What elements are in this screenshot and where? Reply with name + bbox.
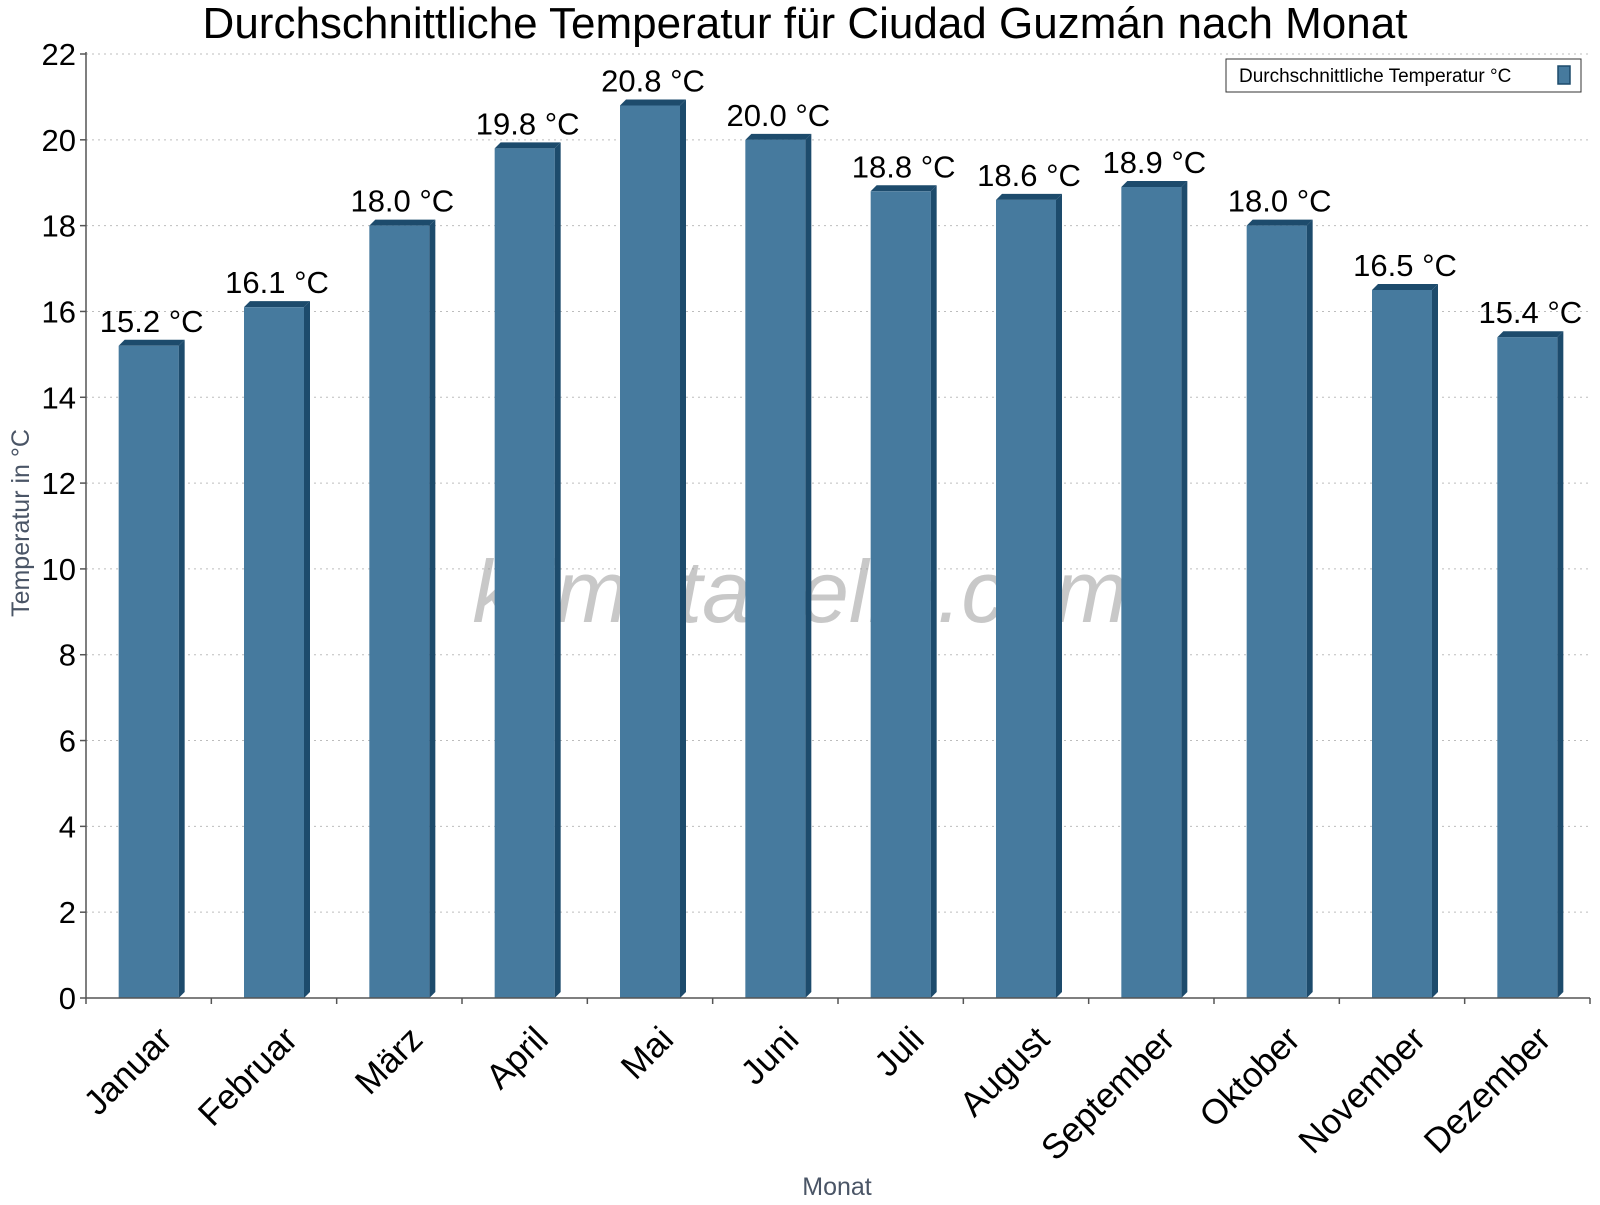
bar-top: [745, 133, 812, 140]
x-axis-title: Monat: [802, 1173, 872, 1200]
x-category-label: November: [1291, 1019, 1433, 1161]
y-tick-label: 8: [59, 638, 76, 673]
bar-april: [494, 148, 555, 998]
bar-side: [1306, 219, 1313, 999]
x-category-label: August: [952, 1019, 1057, 1124]
data-label: 18.6 °C: [977, 158, 1081, 193]
data-label: 18.0 °C: [1228, 184, 1332, 219]
bar-side: [178, 339, 185, 998]
y-tick-label: 4: [59, 809, 76, 844]
legend-box: [1225, 58, 1582, 93]
y-tick-label: 16: [42, 294, 76, 329]
x-category-label: Januar: [76, 1019, 179, 1122]
bar-side: [304, 301, 310, 998]
data-label: 18.8 °C: [852, 149, 956, 184]
x-category-label: Juni: [733, 1019, 806, 1092]
y-tick-label: 6: [59, 724, 76, 759]
bar-august: [996, 199, 1056, 998]
bar-top: [1372, 284, 1438, 290]
bar-side: [1557, 331, 1564, 998]
x-category-labels: Januar Februar März April Mai Juni Juli AugustS…: [76, 1019, 1558, 1168]
data-label: 16.5 °C: [1353, 248, 1457, 283]
bar-top: [1246, 219, 1313, 226]
bar-juni: [745, 139, 806, 998]
data-labels: 15.2 °C 16.1 °C 18.0 °C 19.8 °C 20.8 °C 20.0 …: [100, 63, 1582, 338]
bar-november: [1372, 290, 1432, 998]
x-category-label: Dezember: [1417, 1019, 1559, 1161]
bar-side: [680, 99, 686, 998]
bar-side: [554, 142, 561, 998]
bar-märz: [369, 225, 430, 999]
legend-swatch: [1557, 65, 1571, 85]
bar-september: [1121, 187, 1182, 998]
x-category-label: Oktober: [1192, 1019, 1308, 1135]
y-tick-label: 12: [42, 466, 76, 501]
bar-dezember: [1497, 337, 1558, 998]
bar-top: [870, 185, 937, 192]
x-category-label: Februar: [191, 1019, 305, 1133]
bar-top: [494, 142, 561, 149]
bar-februar: [244, 307, 304, 998]
x-category-label: März: [348, 1019, 431, 1102]
bar-top: [244, 301, 310, 308]
y-tick-labels: 0 2 4 6 8 10 12 14 16 18 20 22: [42, 37, 76, 1016]
bar-side: [805, 133, 812, 998]
data-label: 20.8 °C: [601, 63, 705, 98]
bar-top: [1121, 181, 1188, 188]
y-tick-label: 20: [42, 123, 76, 158]
bar-top: [118, 339, 185, 346]
data-label: 18.9 °C: [1102, 145, 1206, 180]
y-tick-label: 10: [42, 552, 76, 587]
y-tick-label: 22: [42, 37, 76, 72]
axes: [80, 52, 1591, 1004]
x-category-label: September: [1034, 1019, 1183, 1168]
data-label: 19.8 °C: [476, 106, 580, 141]
bar-side: [930, 185, 937, 999]
legend: Durchschnittliche Temperatur °C: [1225, 58, 1582, 93]
x-category-label: Mai: [614, 1019, 681, 1086]
data-label: 15.2 °C: [100, 304, 204, 339]
bar-side: [429, 219, 436, 999]
bar-oktober: [1246, 225, 1307, 999]
gridlines: [86, 53, 1590, 913]
y-tick-label: 14: [42, 380, 76, 415]
chart-title: Durchschnittliche Temperatur für Ciudad …: [203, 0, 1408, 48]
bar-mai: [620, 105, 680, 998]
y-tick-label: 0: [59, 981, 76, 1016]
bar-side: [1432, 284, 1438, 998]
data-label: 15.4 °C: [1478, 295, 1582, 330]
bar-juli: [870, 191, 931, 999]
bar-top: [1497, 331, 1564, 338]
bar-top: [620, 99, 686, 106]
y-axis-title: Temperatur in °C: [7, 429, 35, 617]
x-category-label: Juli: [867, 1019, 932, 1084]
y-tick-label: 18: [42, 209, 76, 244]
bars: [118, 99, 1564, 999]
bar-side: [1181, 181, 1188, 998]
bar-top: [369, 219, 436, 226]
y-tick-label: 2: [59, 895, 76, 930]
bar-januar: [118, 345, 179, 998]
bar-side: [1056, 193, 1062, 998]
legend-label: Durchschnittliche Temperatur °C: [1239, 66, 1511, 87]
data-label: 20.0 °C: [726, 98, 830, 133]
data-label: 16.1 °C: [225, 265, 329, 300]
bar-top: [996, 193, 1062, 200]
data-label: 18.0 °C: [350, 184, 454, 219]
x-category-label: April: [479, 1019, 556, 1096]
